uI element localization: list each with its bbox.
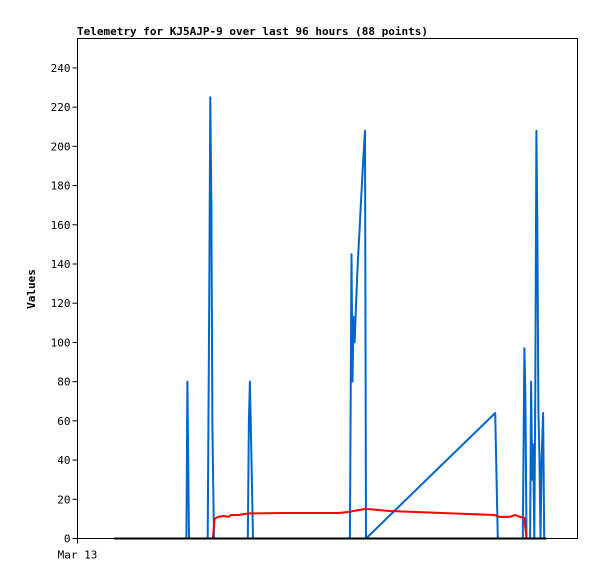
chart-title: Telemetry for KJ5AJP-9 over last 96 hour…	[77, 25, 428, 38]
series-line-2	[211, 508, 528, 539]
y-tick-label: 80	[57, 376, 70, 389]
y-axis-label: Values	[25, 269, 38, 309]
y-tick-label: 60	[57, 415, 70, 428]
plot-area	[77, 38, 578, 539]
y-tick-label: 220	[51, 101, 71, 114]
y-tick-label: 40	[57, 454, 70, 467]
x-axis: Mar 13	[58, 538, 98, 562]
y-tick-label: 20	[57, 493, 70, 506]
y-tick-label: 0	[64, 533, 71, 546]
x-tick-label: Mar 13	[58, 549, 98, 562]
y-tick-label: 200	[51, 140, 71, 153]
y-axis: 0 20 40 60 80 100 120 140 160 180 200 220 240	[51, 62, 78, 546]
series-line-1	[182, 96, 547, 540]
y-tick-label: 160	[51, 219, 71, 232]
y-tick-label: 140	[51, 258, 71, 271]
y-tick-label: 180	[51, 180, 71, 193]
series-layer	[114, 96, 547, 540]
y-tick-label: 240	[51, 62, 71, 75]
y-tick-label: 120	[51, 297, 71, 310]
y-tick-label: 100	[51, 336, 71, 349]
